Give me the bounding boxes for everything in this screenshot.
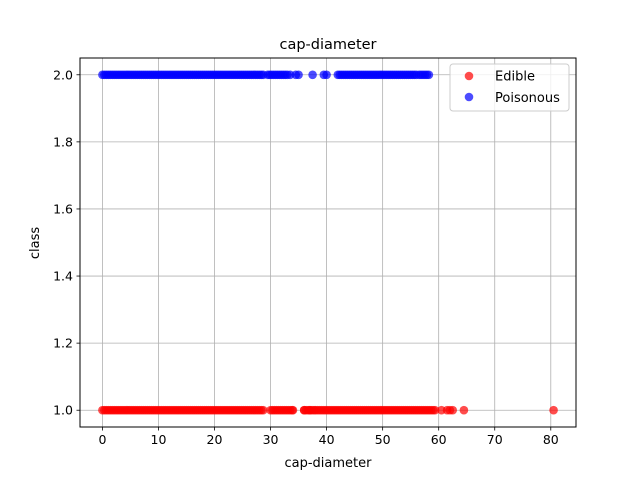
data-point <box>322 70 331 80</box>
data-point <box>305 405 315 415</box>
series-poisonous <box>98 70 434 80</box>
data-point <box>308 70 317 80</box>
data-point <box>424 70 434 80</box>
y-tick-label: 2.0 <box>53 67 73 82</box>
legend-box <box>449 63 570 112</box>
data-point <box>258 405 268 415</box>
legend-marker-edible <box>464 71 474 81</box>
data-point <box>549 405 558 415</box>
x-axis-label: cap-diameter <box>285 456 373 471</box>
legend-label-poisonous: Poisonous <box>495 91 560 106</box>
data-point <box>459 405 469 415</box>
data-point <box>430 405 440 415</box>
data-point <box>448 405 458 415</box>
legend: Edible Poisonous <box>449 63 570 112</box>
y-axis-label: class <box>28 227 43 259</box>
legend-label-edible: Edible <box>495 70 535 85</box>
data-point <box>288 405 298 415</box>
x-tick-label: 40 <box>319 432 335 447</box>
series-edible <box>98 405 558 415</box>
plot-area-frame <box>79 57 577 428</box>
x-tick-label: 50 <box>375 432 391 447</box>
data-point <box>294 70 303 80</box>
chart-title: cap-diameter <box>279 37 376 53</box>
x-tick-label: 20 <box>207 432 223 447</box>
x-tick-label: 0 <box>98 432 106 447</box>
legend-marker-poisonous <box>464 92 474 102</box>
y-tick-label: 1.0 <box>53 403 73 418</box>
x-tick-label: 10 <box>151 432 167 447</box>
x-tick-label: 60 <box>431 432 447 447</box>
y-tick-label: 1.2 <box>53 336 73 351</box>
axis-ticks: 0 10 20 30 40 50 60 70 80 1.0 1.2 1.4 1.6 1.8 2.0 <box>53 67 559 447</box>
y-tick-label: 1.8 <box>53 134 73 149</box>
y-tick-label: 1.4 <box>53 269 73 284</box>
x-tick-label: 30 <box>263 432 279 447</box>
data-points <box>98 70 558 415</box>
x-tick-label: 70 <box>487 432 503 447</box>
x-tick-label: 80 <box>543 432 559 447</box>
y-tick-label: 1.6 <box>53 201 73 216</box>
